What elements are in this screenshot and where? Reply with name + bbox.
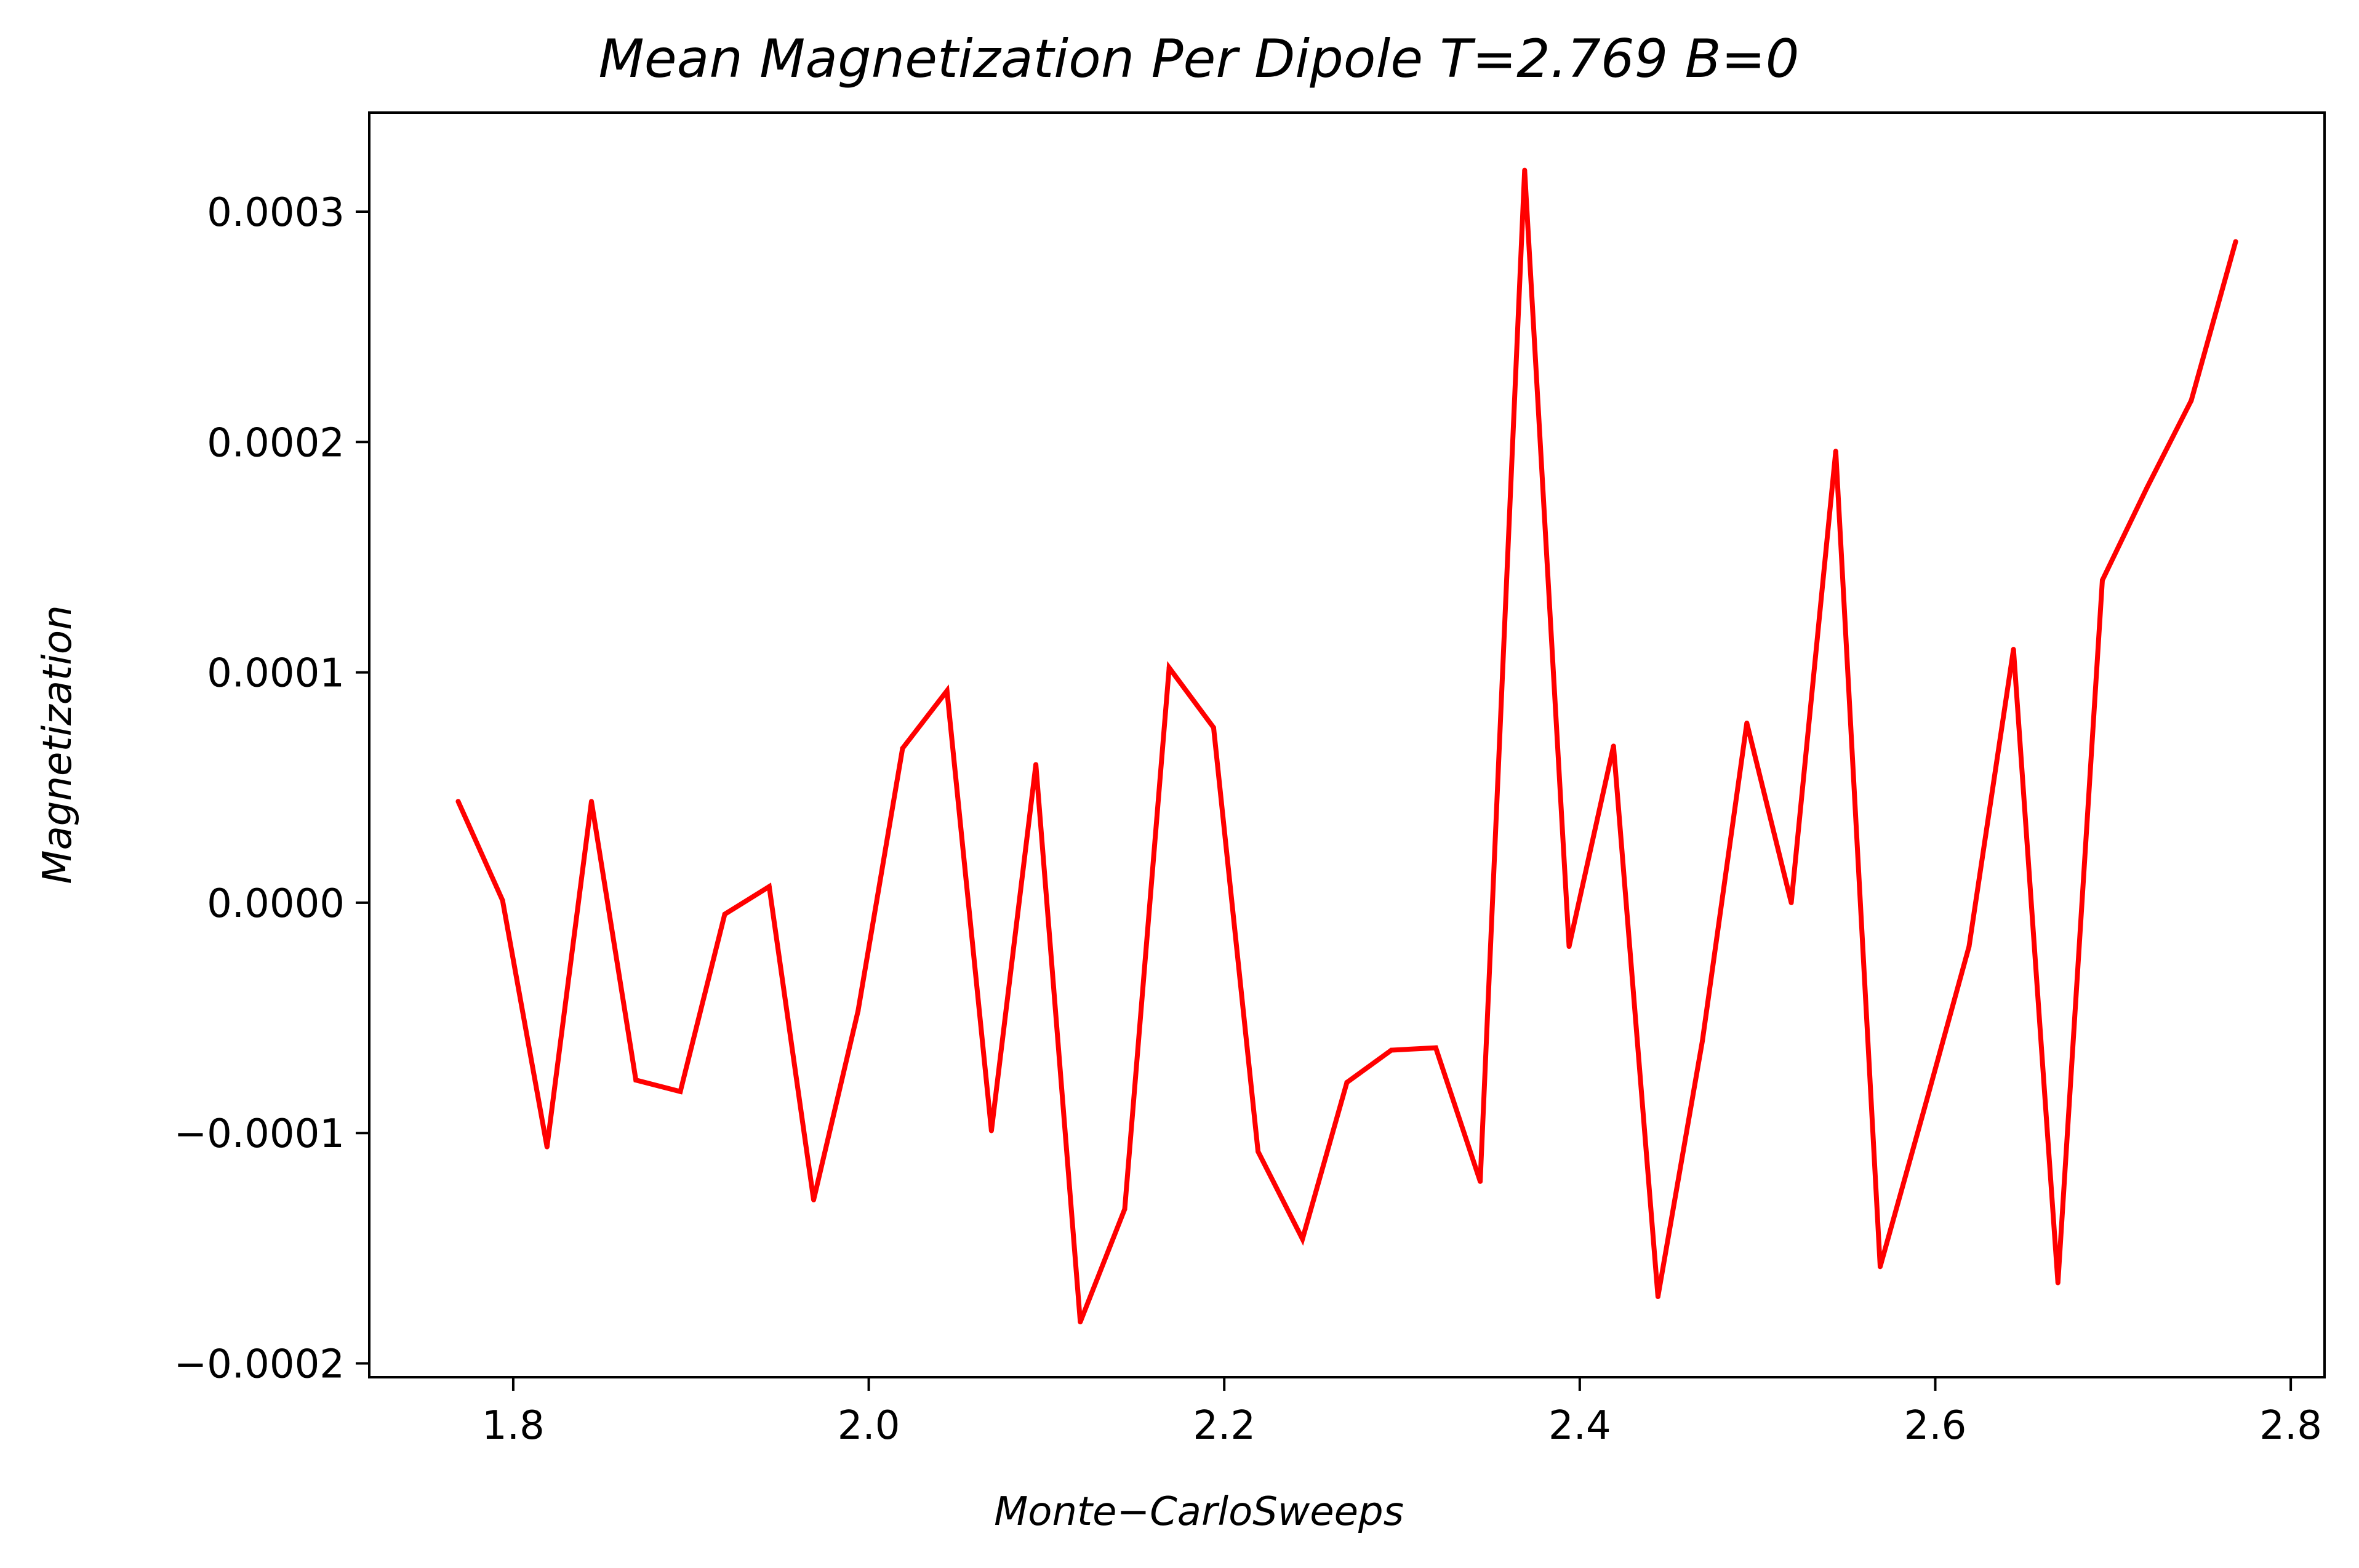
data-point	[722, 911, 727, 917]
x-tick-label: 2.4	[1548, 1403, 1611, 1449]
y-axis-ticks: −0.0002 −0.0001 0.0000 0.0001 0.0002 0.0003	[174, 190, 369, 1388]
data-point	[2099, 577, 2105, 583]
data-point	[1344, 1079, 1350, 1085]
plot-area-frame	[368, 111, 2326, 1378]
data-point	[1655, 1294, 1660, 1299]
data-point	[1166, 665, 1172, 671]
data-point	[944, 688, 950, 694]
data-point	[1833, 449, 1838, 454]
x-tick-label: 2.8	[2259, 1403, 2322, 1449]
chart-title: Mean Magnetization Per Dipole T=2.769 B=…	[599, 28, 1800, 90]
data-point	[455, 799, 461, 804]
data-point	[1922, 1105, 1928, 1111]
data-point	[1478, 1178, 1483, 1184]
data-point	[1566, 944, 1572, 950]
data-point	[1300, 1236, 1305, 1242]
data-point	[1611, 743, 1616, 749]
data-point	[1078, 1319, 1083, 1325]
data-point	[544, 1144, 550, 1150]
data-point	[855, 1008, 861, 1014]
data-point	[500, 898, 505, 903]
x-tick-label: 2.6	[1904, 1403, 1967, 1449]
data-point	[2011, 647, 2016, 652]
data-point	[2233, 239, 2238, 244]
data-point	[1522, 167, 1528, 173]
y-tick-label: 0.0002	[207, 420, 345, 466]
x-tick-label: 2.0	[838, 1403, 900, 1449]
y-tick-label: 0.0003	[207, 190, 345, 236]
x-axis-label: Monte−CarloSweeps	[994, 1489, 1404, 1535]
data-point	[1211, 725, 1216, 730]
y-tick-label: 0.0001	[207, 651, 345, 697]
y-tick-label: −0.0001	[174, 1111, 345, 1157]
data-point	[633, 1078, 639, 1083]
data-point	[1033, 762, 1039, 767]
data-point	[2144, 486, 2150, 491]
data-point	[1788, 900, 1794, 905]
y-axis-label: Magnetization	[35, 605, 81, 884]
data-point	[900, 746, 905, 751]
data-point	[589, 799, 595, 804]
data-point	[766, 884, 772, 889]
data-point	[1433, 1045, 1438, 1050]
y-tick-label: 0.0000	[207, 881, 345, 927]
data-point	[1877, 1264, 1883, 1270]
data-point	[1966, 944, 1972, 950]
data-point	[1122, 1206, 1127, 1212]
data-point	[2055, 1280, 2061, 1286]
x-tick-label: 1.8	[482, 1403, 545, 1449]
data-point	[1256, 1149, 1261, 1154]
data-point	[811, 1197, 817, 1202]
data-point	[1388, 1047, 1394, 1053]
data-point	[1744, 720, 1750, 726]
x-axis-ticks: 1.8 2.0 2.2 2.4 2.6 2.8	[482, 1377, 2322, 1449]
x-tick-label: 2.2	[1193, 1403, 1256, 1449]
data-point	[2189, 398, 2194, 403]
y-tick-label: −0.0002	[174, 1342, 345, 1388]
data-point	[1700, 1038, 1705, 1044]
data-point	[678, 1089, 683, 1094]
data-point	[988, 1128, 994, 1134]
series-points	[455, 167, 2238, 1325]
